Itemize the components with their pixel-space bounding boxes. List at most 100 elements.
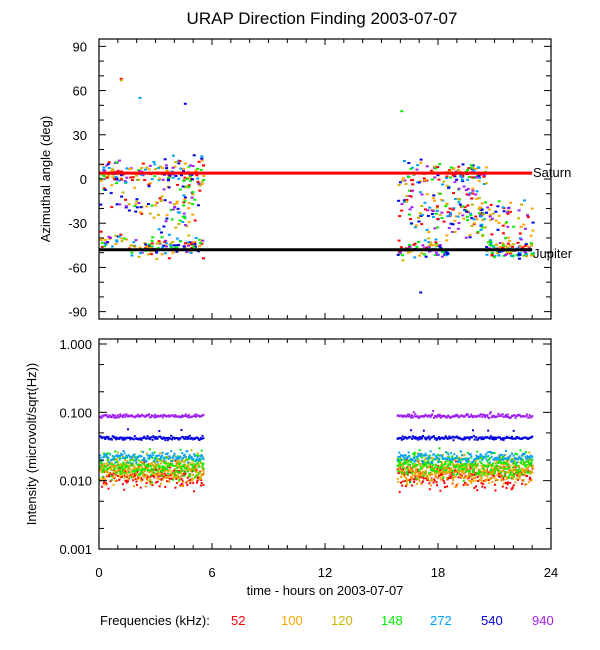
intensity-point-52 (168, 477, 171, 480)
intensity-point-148 (100, 462, 103, 465)
intensity-point-100 (103, 478, 106, 481)
azimuth-point (482, 173, 486, 176)
azimuth-point (196, 204, 200, 207)
azimuth-point (145, 205, 149, 208)
intensity-point-272 (461, 454, 463, 457)
intensity-point-120 (155, 463, 158, 466)
intensity-point-540 (492, 436, 495, 439)
azimuth-point (150, 204, 154, 207)
intensity-point-52 (510, 488, 513, 491)
intensity-point-52 (180, 478, 183, 480)
intensity-point-540 (128, 436, 131, 439)
azimuth-point (125, 238, 128, 241)
azimuth-point (114, 234, 118, 237)
intensity-point-272 (512, 454, 515, 457)
azimuth-point (119, 177, 123, 180)
intensity-point-100 (506, 471, 509, 474)
intensity-tick-label: 0.010 (59, 474, 92, 489)
intensity-point-540 (428, 438, 431, 441)
intensity-point-148 (514, 452, 517, 455)
intensity-point-100 (181, 484, 184, 487)
intensity-point-100 (190, 479, 193, 482)
intensity-point-52 (109, 480, 112, 483)
intensity-point-120 (485, 471, 488, 474)
intensity-point-272 (104, 453, 107, 456)
intensity-point-52 (504, 481, 507, 484)
intensity-point-52 (202, 483, 205, 486)
azimuth-point (116, 169, 120, 172)
intensity-point-272 (515, 458, 518, 461)
azimuth-point (477, 197, 481, 200)
intensity-point-120 (512, 477, 515, 480)
intensity-point-120 (523, 473, 526, 476)
intensity-point-52 (124, 470, 126, 473)
intensity-point-148 (520, 461, 523, 464)
intensity-point-100 (434, 472, 437, 475)
intensity-point-100 (179, 469, 182, 472)
intensity-point-52 (100, 463, 103, 466)
intensity-point-272 (527, 456, 530, 458)
azimuth-point (120, 178, 124, 181)
azimuth-point (496, 228, 500, 231)
intensity-point-540 (123, 438, 126, 441)
legend-item-52: 52 (231, 613, 245, 628)
intensity-point-52 (413, 477, 416, 480)
intensity-point-120 (475, 459, 478, 461)
intensity-point-120 (435, 458, 438, 461)
azimuth-point (436, 253, 439, 256)
intensity-point-940 (183, 415, 186, 417)
azimuth-point (444, 177, 448, 179)
intensity-point-148 (508, 477, 511, 479)
intensity-point-148 (505, 462, 507, 464)
intensity-point-148 (529, 464, 532, 467)
intensity-point-940 (432, 410, 435, 412)
azimuth-point (110, 206, 114, 209)
azimuth-point (431, 216, 435, 218)
azimuth-point (176, 211, 180, 214)
azimuth-point (529, 242, 533, 245)
intensity-point-148 (192, 470, 195, 472)
intensity-point-540 (444, 436, 446, 439)
intensity-point-100 (163, 470, 166, 472)
intensity-point-148 (516, 453, 519, 456)
intensity-point-148 (187, 470, 190, 473)
intensity-point-100 (197, 474, 200, 477)
intensity-point-148 (182, 464, 185, 467)
azimuth-point (428, 244, 432, 247)
intensity-point-52 (169, 474, 172, 477)
intensity-point-100 (454, 476, 457, 479)
azimuth-point (170, 218, 174, 221)
azimuth-point (194, 169, 198, 172)
intensity-point-148 (482, 467, 485, 470)
intensity-point-148 (525, 464, 528, 467)
intensity-point-540 (107, 436, 110, 439)
intensity-point-120 (512, 468, 515, 471)
azimuth-point (134, 203, 138, 206)
intensity-tick-label: 1.000 (59, 337, 92, 352)
intensity-point-540 (479, 436, 482, 439)
intensity-point-100 (145, 473, 148, 476)
intensity-point-100 (468, 479, 471, 482)
azimuth-point (452, 167, 456, 170)
intensity-point-148 (172, 478, 175, 481)
azimuth-point (434, 243, 438, 246)
intensity-point-540 (433, 435, 435, 438)
azimuth-point (447, 227, 451, 230)
intensity-point-940 (445, 416, 448, 419)
intensity-point-120 (402, 470, 405, 473)
intensity-point-272 (497, 457, 500, 460)
intensity-point-120 (425, 464, 428, 466)
azimuth-point (187, 207, 191, 210)
intensity-point-100 (466, 476, 469, 479)
azimuth-point (129, 244, 133, 247)
intensity-point-148 (188, 475, 191, 478)
intensity-point-148 (134, 470, 137, 472)
azimuth-point (397, 239, 401, 242)
intensity-point-148 (479, 460, 482, 463)
intensity-point-272 (403, 454, 406, 457)
azimuth-point (115, 203, 119, 206)
intensity-point-120 (495, 459, 498, 462)
intensity-point-52 (114, 473, 117, 476)
intensity-point-148 (188, 473, 191, 476)
intensity-point-272 (485, 458, 488, 461)
